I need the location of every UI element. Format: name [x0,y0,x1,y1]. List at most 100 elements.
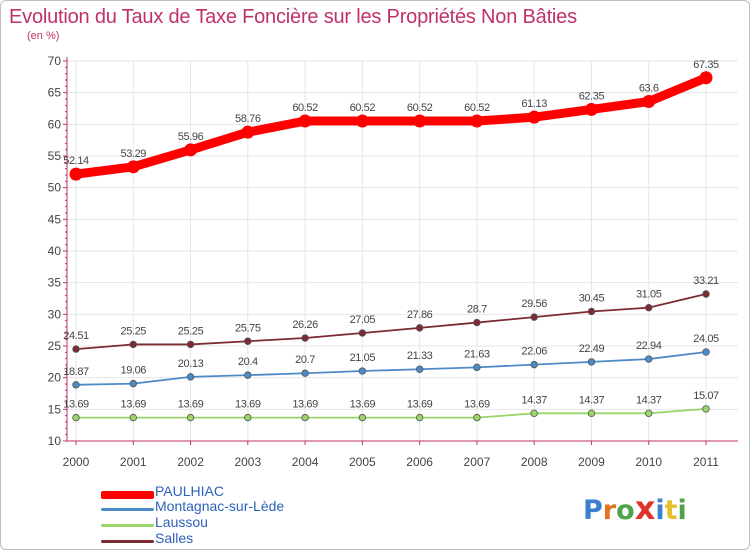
data-point [129,413,137,422]
data-label: 15.07 [693,390,719,402]
data-point [358,329,367,337]
data-label: 55.96 [178,131,204,143]
data-point [527,110,541,124]
data-point [72,345,80,353]
x-tick-label: 2010 [635,455,662,469]
data-label: 30.45 [579,292,605,304]
y-tick-label: 50 [48,181,62,195]
data-label: 25.25 [178,325,204,337]
data-point [129,379,137,388]
proxiti-logo: Proxiti [583,489,687,527]
x-tick-label: 2011 [693,455,719,469]
data-label: 61.13 [521,98,547,110]
data-point [184,143,198,157]
data-point [298,114,312,128]
data-point [186,340,195,349]
data-label: 14.37 [521,394,547,406]
data-point [470,114,484,128]
data-label: 20.13 [178,358,204,370]
legend-label: PAULHIAC [155,483,224,499]
data-label: 53.29 [121,148,147,160]
data-label: 29.56 [521,298,547,310]
data-point [244,413,252,422]
data-point [699,71,713,85]
x-tick-label: 2002 [177,455,204,469]
data-point [241,125,255,139]
legend-label: Salles [155,530,194,546]
data-label: 33.21 [693,275,719,287]
x-tick-label: 2007 [464,455,491,469]
y-tick-label: 40 [48,244,62,258]
data-point [530,409,538,418]
data-point [358,367,367,375]
data-label: 63.6 [639,83,659,95]
data-label: 52.14 [63,155,89,167]
data-point [244,337,252,345]
data-label: 28.7 [467,304,487,316]
x-tick-label: 2004 [292,455,319,469]
data-point [413,114,427,128]
data-label: 24.51 [63,330,89,342]
data-label: 20.7 [295,354,315,366]
data-label: 24.05 [693,333,719,345]
data-label: 31.05 [636,289,662,301]
series-line-1 [75,351,707,386]
data-label: 13.69 [292,399,318,411]
x-tick-label: 2008 [521,455,548,469]
data-point [587,307,596,316]
data-label: 14.37 [636,394,662,406]
series-line-3 [75,293,707,351]
y-tick-label: 60 [48,117,62,131]
data-label: 21.63 [464,348,490,360]
data-point [587,409,596,418]
data-label: 60.52 [407,102,433,114]
x-tick-label: 2001 [120,455,147,469]
y-tick-label: 20 [48,371,62,385]
data-point [473,413,481,422]
data-point [645,303,653,312]
data-label: 22.06 [521,346,547,358]
data-point [301,369,309,377]
data-label: 13.69 [464,399,490,411]
data-label: 13.69 [121,399,147,411]
data-label: 13.69 [63,399,89,411]
y-tick-label: 70 [48,54,62,68]
data-point [301,413,309,422]
x-tick-label: 2006 [406,455,433,469]
data-label: 27.86 [407,309,433,321]
data-point [415,365,424,373]
data-label: 58.76 [235,113,261,125]
legend-label: Laussou [155,514,208,530]
y-tick-label: 10 [48,434,62,448]
data-label: 21.33 [407,350,433,362]
data-label: 67.35 [693,59,719,71]
data-label: 26.26 [292,319,318,331]
data-point [244,371,252,379]
data-point [72,381,80,389]
data-label: 20.4 [238,356,258,368]
data-point [126,160,140,174]
legend-label: Montagnac-sur-Lède [155,498,285,514]
data-label: 18.87 [63,366,89,378]
data-point [530,313,538,321]
data-label: 13.69 [178,399,204,411]
x-tick-label: 2005 [349,455,376,469]
data-label: 27.05 [350,314,376,326]
chart-title: Evolution du Taux de Taxe Foncière sur l… [9,6,577,28]
data-label: 21.05 [350,352,376,364]
legend-swatch [101,508,154,511]
data-point [702,405,710,413]
data-point [642,95,656,109]
data-point [645,409,653,418]
data-point [702,290,710,298]
data-label: 19.06 [121,365,147,377]
y-tick-label: 65 [48,86,62,100]
data-label: 13.69 [350,399,376,411]
data-label: 60.52 [464,102,490,114]
data-label: 60.52 [292,102,318,114]
y-tick-label: 35 [48,276,62,290]
data-label: 22.94 [636,340,662,352]
data-label: 25.25 [121,325,147,337]
data-label: 13.69 [407,399,433,411]
